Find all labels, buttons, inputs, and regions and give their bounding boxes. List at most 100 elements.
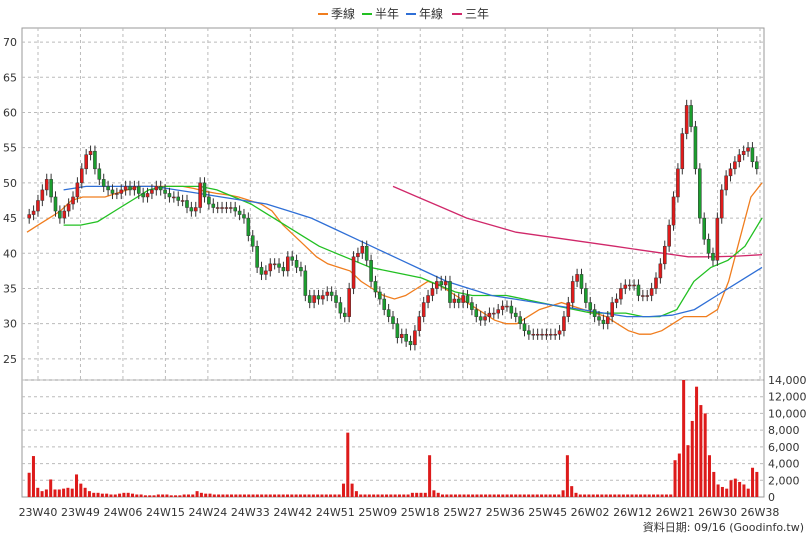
volume-bar	[509, 494, 513, 497]
candle-body	[645, 295, 650, 297]
candle-body	[750, 147, 755, 163]
volume-bar	[92, 492, 96, 497]
volume-bar	[281, 494, 285, 497]
volume-bar	[294, 494, 298, 497]
volume-bar	[557, 494, 561, 497]
volume-bar	[561, 490, 565, 497]
candle-body	[378, 291, 382, 300]
x-tick-label: 26W30	[698, 506, 737, 519]
price-tick-label: 50	[3, 177, 17, 190]
volume-bar	[608, 494, 612, 497]
candle-body	[299, 267, 303, 272]
volume-bar	[660, 494, 664, 497]
legend-label: 季線	[331, 6, 355, 21]
volume-bar	[130, 493, 135, 497]
candle-body	[417, 316, 422, 331]
volume-bar	[273, 494, 277, 497]
volume-bar	[484, 494, 488, 497]
candle-body	[540, 333, 544, 336]
candle-body	[448, 281, 452, 303]
candle-body	[667, 224, 671, 247]
volume-bar	[298, 494, 302, 497]
volume-bar	[496, 494, 501, 497]
volume-bar	[389, 494, 393, 497]
volume-bar	[531, 494, 535, 497]
candle-body	[364, 245, 369, 261]
price-tick-label: 40	[3, 247, 17, 260]
volume-bar	[238, 494, 242, 497]
candle-body	[185, 200, 189, 208]
volume-bar	[221, 494, 225, 497]
volume-bar	[690, 420, 694, 497]
volume-tick-label: 6,000	[768, 441, 800, 454]
volume-axis: 0 2,000 4,000 6,000 8,000 10,000 12,000 14,000	[768, 374, 807, 504]
chart-legend: 季線 半年 年線 三年	[318, 6, 489, 21]
volume-bar	[31, 456, 35, 497]
data-date-footer: 資料日期: 09/16 (Goodinfo.tw)	[643, 520, 804, 534]
x-tick-label: 25W45	[528, 506, 567, 519]
volume-bar	[255, 494, 259, 497]
volume-bar	[488, 494, 492, 497]
volume-bar	[578, 494, 582, 497]
volume-bar	[290, 494, 294, 497]
volume-bar	[247, 494, 251, 497]
candle-body	[566, 302, 571, 317]
volume-bar	[428, 455, 432, 497]
volume-bar	[651, 494, 656, 497]
candle-body	[439, 281, 443, 286]
candle-body	[614, 298, 619, 303]
x-tick-label: 26W38	[741, 506, 780, 519]
candle-body	[97, 168, 102, 180]
volume-bar	[565, 455, 569, 497]
candle-body	[272, 263, 277, 266]
candle-body	[334, 295, 338, 303]
candle-body	[570, 281, 575, 303]
volume-bars	[27, 380, 759, 497]
candle-body	[518, 316, 522, 324]
candle-body	[671, 196, 676, 226]
candle-body	[496, 309, 500, 314]
candle-body	[343, 312, 347, 317]
candle-body	[592, 309, 597, 317]
volume-bar	[712, 471, 716, 497]
candle-body	[549, 333, 553, 336]
volume-bar	[186, 494, 190, 497]
volume-bar	[656, 494, 660, 497]
candle-body	[71, 196, 75, 205]
volume-bar	[337, 494, 341, 497]
volume-tick-label: 2,000	[768, 474, 800, 487]
volume-bar	[100, 493, 104, 497]
candle-body	[728, 168, 733, 177]
candle-body	[465, 295, 470, 303]
candle-body	[399, 333, 404, 339]
volume-bar	[583, 494, 587, 497]
candle-body	[150, 189, 154, 194]
volume-bar	[630, 494, 634, 497]
price-axis: 25 30 35 40 45 50 55 60 65 70	[3, 36, 17, 366]
candle-body	[294, 260, 299, 268]
volume-bar	[613, 494, 617, 497]
volume-bar	[600, 494, 604, 497]
volume-bar	[161, 494, 165, 497]
volume-bar	[570, 486, 574, 497]
volume-bar	[380, 494, 384, 497]
x-tick-label: 24W15	[146, 506, 185, 519]
ma-line	[63, 185, 763, 318]
volume-bar	[746, 488, 750, 497]
volume-bar	[212, 494, 216, 497]
volume-bar	[311, 494, 315, 497]
volume-bar	[729, 480, 733, 497]
candle-body	[627, 284, 632, 287]
volume-bar	[647, 494, 651, 497]
volume-bar	[725, 488, 729, 497]
candle-body	[347, 288, 351, 317]
candle-body	[693, 126, 698, 170]
candle-body	[88, 150, 93, 155]
volume-bar	[346, 432, 350, 497]
candle-body	[84, 154, 88, 170]
candle-body	[93, 150, 97, 170]
volume-bar	[225, 494, 229, 497]
price-tick-label: 45	[3, 212, 17, 225]
volume-bar	[251, 494, 255, 497]
